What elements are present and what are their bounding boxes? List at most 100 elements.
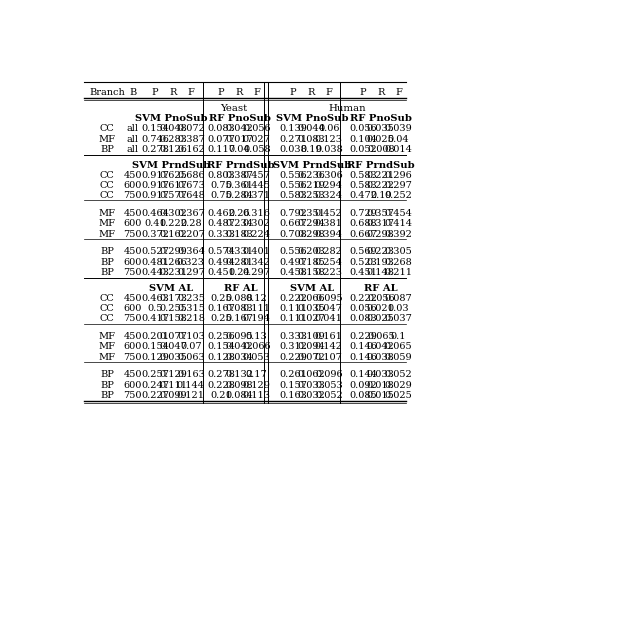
Text: 0.583: 0.583: [279, 191, 307, 201]
Text: 0.038: 0.038: [279, 145, 307, 154]
Text: 0.162: 0.162: [159, 230, 187, 239]
Text: 0.222: 0.222: [349, 294, 377, 303]
Text: 0.053: 0.053: [243, 353, 271, 361]
Text: 0.312: 0.312: [279, 342, 307, 351]
Text: 0.278: 0.278: [207, 370, 235, 379]
Text: 0.053: 0.053: [315, 380, 342, 390]
Text: 0.111: 0.111: [243, 304, 271, 313]
Text: MF: MF: [99, 353, 116, 361]
Text: 0.462: 0.462: [207, 210, 235, 218]
Text: 0.255: 0.255: [159, 304, 187, 313]
Text: 0.316: 0.316: [243, 210, 271, 218]
Text: 0.07: 0.07: [180, 342, 202, 351]
Text: 0.351: 0.351: [297, 210, 325, 218]
Text: 0.236: 0.236: [297, 171, 325, 180]
Text: 0.183: 0.183: [225, 230, 253, 239]
Text: 0.03: 0.03: [388, 304, 410, 313]
Text: 0.917: 0.917: [141, 191, 169, 201]
Text: 0.025: 0.025: [367, 315, 395, 323]
Text: 0.261: 0.261: [279, 370, 307, 379]
Text: 0.047: 0.047: [159, 342, 187, 351]
Text: 0.5: 0.5: [147, 304, 163, 313]
Text: 0.306: 0.306: [315, 171, 342, 180]
Text: Yeast: Yeast: [220, 104, 247, 113]
Text: 0.111: 0.111: [279, 304, 307, 313]
Text: 0.042: 0.042: [225, 124, 253, 134]
Text: 0.144: 0.144: [177, 380, 205, 390]
Text: CC: CC: [100, 294, 115, 303]
Text: 0.085: 0.085: [349, 391, 377, 400]
Text: 0.497: 0.497: [279, 258, 307, 266]
Text: 0.333: 0.333: [279, 332, 307, 341]
Text: MF: MF: [99, 230, 116, 239]
Text: 0.129: 0.129: [243, 380, 271, 390]
Text: SVM PnoSub: SVM PnoSub: [276, 114, 349, 123]
Text: 0.315: 0.315: [177, 304, 205, 313]
Text: 0.17: 0.17: [246, 370, 268, 379]
Text: 0.569: 0.569: [349, 248, 377, 256]
Text: 0.227: 0.227: [141, 391, 169, 400]
Text: all: all: [127, 135, 139, 144]
Text: 0.746: 0.746: [141, 135, 169, 144]
Text: 0.21: 0.21: [210, 391, 232, 400]
Text: 0.083: 0.083: [297, 135, 325, 144]
Text: 0.331: 0.331: [225, 248, 253, 256]
Text: 0.167: 0.167: [225, 315, 253, 323]
Text: 0.281: 0.281: [225, 258, 253, 266]
Text: BP: BP: [100, 258, 114, 266]
Text: 0.173: 0.173: [159, 294, 187, 303]
Text: 0.221: 0.221: [367, 171, 395, 180]
Text: 0.472: 0.472: [349, 191, 377, 201]
Text: MF: MF: [99, 342, 116, 351]
Text: 0.229: 0.229: [279, 353, 307, 361]
Text: all: all: [127, 145, 139, 154]
Text: 0.099: 0.099: [159, 391, 187, 400]
Text: 0.234: 0.234: [225, 220, 253, 229]
Text: MF: MF: [99, 210, 116, 218]
Text: 0.056: 0.056: [367, 294, 394, 303]
Text: 0.19: 0.19: [370, 191, 392, 201]
Text: 0.556: 0.556: [279, 171, 307, 180]
Text: 0.035: 0.035: [367, 124, 395, 134]
Text: 0.494: 0.494: [207, 258, 235, 266]
Text: 0.052: 0.052: [385, 370, 412, 379]
Text: 0.052: 0.052: [349, 145, 377, 154]
Text: 0.044: 0.044: [297, 124, 325, 134]
Text: 750: 750: [124, 353, 142, 361]
Text: R: R: [235, 87, 243, 97]
Text: 0.065: 0.065: [385, 342, 412, 351]
Text: CC: CC: [100, 304, 115, 313]
Text: 0.223: 0.223: [367, 248, 395, 256]
Text: 0.157: 0.157: [279, 380, 307, 390]
Text: 0.048: 0.048: [159, 124, 187, 134]
Text: 0.06: 0.06: [318, 124, 340, 134]
Text: 0.729: 0.729: [349, 210, 377, 218]
Text: 0.445: 0.445: [243, 181, 271, 190]
Text: 0.144: 0.144: [349, 370, 377, 379]
Text: 0.072: 0.072: [297, 353, 325, 361]
Text: 0.033: 0.033: [367, 370, 395, 379]
Text: CC: CC: [100, 181, 115, 190]
Text: 0.451: 0.451: [349, 268, 377, 277]
Text: 0.625: 0.625: [159, 171, 187, 180]
Text: 0.052: 0.052: [315, 391, 342, 400]
Text: 600: 600: [124, 258, 142, 266]
Text: 0.056: 0.056: [349, 304, 377, 313]
Text: 0.123: 0.123: [315, 135, 343, 144]
Text: P: P: [290, 87, 296, 97]
Text: SVM PrndSub: SVM PrndSub: [132, 161, 211, 170]
Text: 0.077: 0.077: [159, 332, 187, 341]
Text: RF PnoSub: RF PnoSub: [350, 114, 412, 123]
Text: 0.324: 0.324: [315, 191, 343, 201]
Text: B: B: [129, 87, 136, 97]
Text: 0.556: 0.556: [279, 248, 307, 256]
Text: 0.154: 0.154: [207, 342, 235, 351]
Text: 0.224: 0.224: [243, 230, 271, 239]
Text: 0.095: 0.095: [225, 332, 253, 341]
Text: 0.75: 0.75: [210, 181, 232, 190]
Text: 0.065: 0.065: [367, 332, 394, 341]
Text: 0.008: 0.008: [367, 145, 394, 154]
Text: 0.342: 0.342: [243, 258, 271, 266]
Text: 0.457: 0.457: [243, 171, 271, 180]
Text: 0.207: 0.207: [177, 230, 205, 239]
